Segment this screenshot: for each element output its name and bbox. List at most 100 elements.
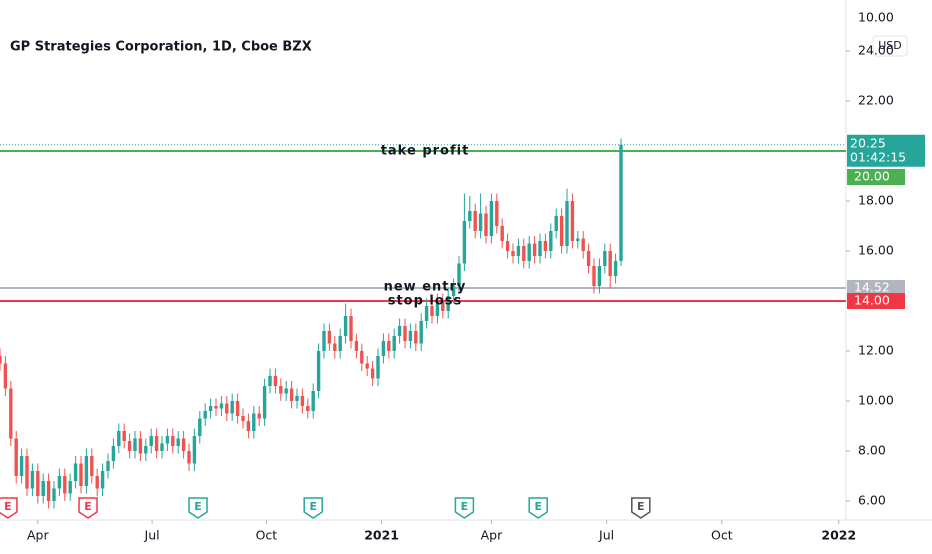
candle-body xyxy=(311,391,315,411)
candle-body xyxy=(565,201,569,246)
y-tick-label: 18.00 xyxy=(858,193,894,208)
candle-body xyxy=(203,411,207,419)
candle-body xyxy=(338,336,342,351)
y-tick-label: 16.00 xyxy=(858,243,894,258)
earnings-marker xyxy=(528,497,548,519)
top-label: 10.00 xyxy=(858,10,894,25)
y-tick-label: 22.00 xyxy=(858,93,894,108)
x-tick-label: 2022 xyxy=(821,528,856,543)
candle-body xyxy=(527,243,531,261)
candle-body xyxy=(613,261,618,276)
candle-body xyxy=(73,463,78,481)
earnings-marker xyxy=(78,497,98,519)
x-tick-label: Apr xyxy=(481,528,503,543)
candle-body xyxy=(36,471,40,496)
candle-body xyxy=(559,216,564,246)
candle-body xyxy=(500,226,504,241)
candle-body xyxy=(127,441,132,451)
candle-body xyxy=(106,461,110,471)
candle-body xyxy=(392,336,396,351)
candle-body xyxy=(387,341,391,351)
price-label: 14.52 xyxy=(854,280,890,295)
candle-body xyxy=(187,451,191,464)
candle-body xyxy=(192,436,197,464)
candle-body xyxy=(397,326,402,336)
earnings-marker xyxy=(454,497,475,519)
candle-body xyxy=(576,238,580,241)
price-label: 14.00 xyxy=(854,293,890,308)
candle-body xyxy=(208,406,213,411)
candle-body xyxy=(349,316,353,341)
candle-body xyxy=(333,343,337,351)
candle-body xyxy=(597,266,602,286)
y-tick-label: 24.00 xyxy=(858,43,894,58)
x-tick-label: Oct xyxy=(711,528,733,543)
candle-body xyxy=(327,331,332,344)
candle-body xyxy=(90,456,94,476)
earnings-label: E xyxy=(461,500,469,513)
candle-body xyxy=(25,456,29,489)
earnings-marker xyxy=(631,497,651,519)
price-label-bg xyxy=(847,293,905,309)
candle-body xyxy=(235,401,240,416)
x-tick-label: Jul xyxy=(598,528,614,543)
y-tick-label: 12.00 xyxy=(858,343,894,358)
candle-body xyxy=(279,386,283,394)
y-tick-label: 8.00 xyxy=(858,443,886,458)
x-tick-label: 2021 xyxy=(364,528,399,543)
candle-body xyxy=(144,446,148,454)
candle-body xyxy=(354,341,359,351)
currency-button[interactable] xyxy=(872,35,908,57)
candle-body xyxy=(138,438,143,454)
line-label: take profit xyxy=(381,144,470,159)
candle-body xyxy=(219,403,224,409)
candle-body xyxy=(122,431,126,441)
candle-body xyxy=(581,238,585,251)
candle-body xyxy=(52,488,56,501)
candle-body xyxy=(516,246,521,256)
candle-body xyxy=(451,286,456,296)
candle-body xyxy=(511,251,515,256)
candle-body xyxy=(478,213,483,231)
candle-body xyxy=(381,341,386,356)
candle-body xyxy=(246,421,251,431)
candle-body xyxy=(41,481,45,496)
candle-body xyxy=(462,221,467,264)
last-price: 20.25 xyxy=(850,135,886,150)
candle-body xyxy=(414,331,418,344)
earnings-label: E xyxy=(4,500,12,513)
candle-body xyxy=(257,413,261,419)
earnings-label: E xyxy=(637,500,645,513)
candle-body xyxy=(505,241,510,251)
candle-body xyxy=(198,418,202,436)
candle-body xyxy=(111,446,116,461)
last-price-bg xyxy=(847,134,925,167)
candle-body xyxy=(370,368,375,379)
earnings-label: E xyxy=(309,500,317,513)
candle-body xyxy=(408,331,413,341)
candle-body xyxy=(300,396,305,406)
earnings-label: E xyxy=(534,500,542,513)
candle-body xyxy=(46,481,51,501)
candle-body xyxy=(489,201,494,236)
currency[interactable]: USD xyxy=(878,39,902,52)
candle-body xyxy=(522,246,526,261)
candle-body xyxy=(30,471,35,489)
candle-body xyxy=(430,306,434,316)
price-label-bg xyxy=(847,280,905,296)
candle-body xyxy=(365,363,369,369)
candle-body xyxy=(446,296,450,311)
candle-body xyxy=(100,471,105,489)
candle-body xyxy=(316,351,321,391)
candle-body xyxy=(619,144,623,261)
candle-body xyxy=(68,481,72,494)
candle-body xyxy=(171,436,175,446)
candle-body xyxy=(160,443,164,451)
candle-body xyxy=(570,201,575,241)
price-label: 20.00 xyxy=(854,169,890,184)
candle-body xyxy=(284,388,288,394)
candle-body xyxy=(289,388,294,401)
